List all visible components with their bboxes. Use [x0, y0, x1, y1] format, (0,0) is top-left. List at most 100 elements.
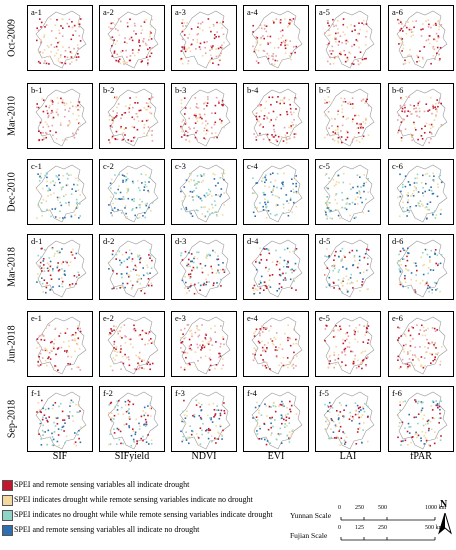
drought-pixel — [365, 57, 367, 60]
drought-pixel — [124, 112, 127, 114]
drought-pixel — [402, 183, 404, 186]
panel-label: c-1 — [31, 161, 42, 171]
region-map — [107, 88, 159, 147]
drought-pixel — [123, 424, 126, 426]
drought-pixel — [70, 356, 73, 358]
drought-pixel — [290, 190, 292, 192]
drought-pixel — [425, 39, 428, 42]
drought-pixel — [411, 113, 414, 115]
drought-pixel — [137, 256, 139, 258]
drought-pixel — [147, 59, 149, 61]
drought-pixel — [61, 18, 64, 20]
drought-pixel — [344, 39, 347, 42]
drought-pixel — [188, 273, 190, 276]
drought-pixel — [131, 180, 134, 183]
drought-pixel — [38, 282, 41, 284]
drought-pixel — [332, 62, 335, 65]
drought-pixel — [51, 103, 54, 105]
drought-pixel — [327, 188, 330, 191]
drought-pixel — [416, 61, 418, 63]
drought-pixel — [149, 106, 152, 109]
drought-pixel — [41, 357, 44, 359]
drought-pixel — [359, 62, 362, 64]
drought-pixel — [333, 282, 335, 284]
drought-pixel — [149, 402, 152, 405]
drought-pixel — [187, 265, 189, 268]
drought-pixel — [362, 211, 365, 214]
drought-pixel — [113, 408, 116, 410]
drought-pixel — [38, 130, 40, 132]
drought-pixel — [147, 342, 149, 345]
drought-pixel — [55, 175, 58, 177]
drought-pixel — [47, 189, 49, 192]
drought-pixel — [66, 177, 69, 180]
drought-pixel — [324, 32, 326, 34]
region-map — [323, 316, 375, 375]
drought-pixel — [367, 342, 369, 344]
drought-pixel — [408, 27, 411, 30]
drought-pixel — [207, 194, 209, 197]
drought-pixel — [194, 97, 197, 99]
drought-pixel — [342, 415, 344, 417]
drought-pixel — [440, 400, 443, 403]
drought-pixel — [150, 97, 152, 100]
drought-pixel — [61, 410, 64, 413]
drought-pixel — [147, 48, 149, 51]
drought-pixel — [51, 350, 53, 352]
drought-pixel — [338, 422, 341, 424]
drought-pixel — [436, 403, 439, 405]
drought-pixel — [123, 175, 126, 177]
drought-pixel — [126, 172, 129, 175]
drought-pixel — [435, 353, 437, 355]
drought-pixel — [362, 278, 364, 280]
drought-pixel — [363, 184, 366, 187]
drought-pixel — [200, 418, 203, 420]
drought-pixel — [409, 340, 412, 342]
drought-pixel — [340, 365, 343, 368]
drought-pixel — [195, 187, 198, 189]
drought-pixel — [150, 415, 152, 417]
drought-pixel — [61, 99, 64, 101]
drought-pixel — [357, 196, 359, 198]
drought-pixel — [204, 196, 207, 198]
scale-name: Fujian Scale — [290, 531, 328, 540]
drought-pixel — [42, 260, 45, 262]
drought-pixel — [293, 133, 296, 135]
drought-pixel — [266, 209, 268, 212]
drought-pixel — [434, 356, 436, 358]
drought-pixel — [279, 114, 282, 116]
drought-pixel — [401, 421, 404, 424]
panel-label: d-5 — [319, 236, 331, 246]
drought-pixel — [46, 112, 49, 115]
drought-pixel — [265, 30, 268, 33]
drought-pixel — [410, 195, 412, 197]
drought-pixel — [113, 207, 116, 209]
drought-pixel — [416, 182, 418, 184]
drought-pixel — [332, 131, 334, 133]
panel-label: c-5 — [319, 161, 330, 171]
drought-pixel — [208, 208, 210, 211]
drought-pixel — [285, 44, 288, 46]
drought-pixel — [335, 345, 337, 348]
drought-pixel — [359, 290, 361, 292]
drought-pixel — [284, 41, 286, 44]
drought-pixel — [214, 325, 216, 327]
drought-pixel — [266, 415, 268, 417]
drought-pixel — [135, 96, 138, 98]
drought-pixel — [199, 284, 202, 287]
drought-pixel — [42, 36, 45, 38]
drought-pixel — [260, 354, 262, 356]
drought-pixel — [354, 413, 357, 416]
drought-pixel — [258, 211, 260, 213]
drought-pixel — [42, 407, 44, 410]
drought-pixel — [438, 417, 441, 420]
drought-pixel — [182, 435, 184, 438]
drought-pixel — [37, 60, 40, 63]
drought-pixel — [351, 249, 354, 252]
panel-label: d-2 — [103, 236, 115, 246]
panel-label: e-5 — [319, 313, 330, 323]
drought-pixel — [418, 116, 421, 118]
drought-pixel — [365, 36, 367, 38]
drought-pixel — [417, 357, 419, 360]
drought-pixel — [111, 209, 114, 211]
